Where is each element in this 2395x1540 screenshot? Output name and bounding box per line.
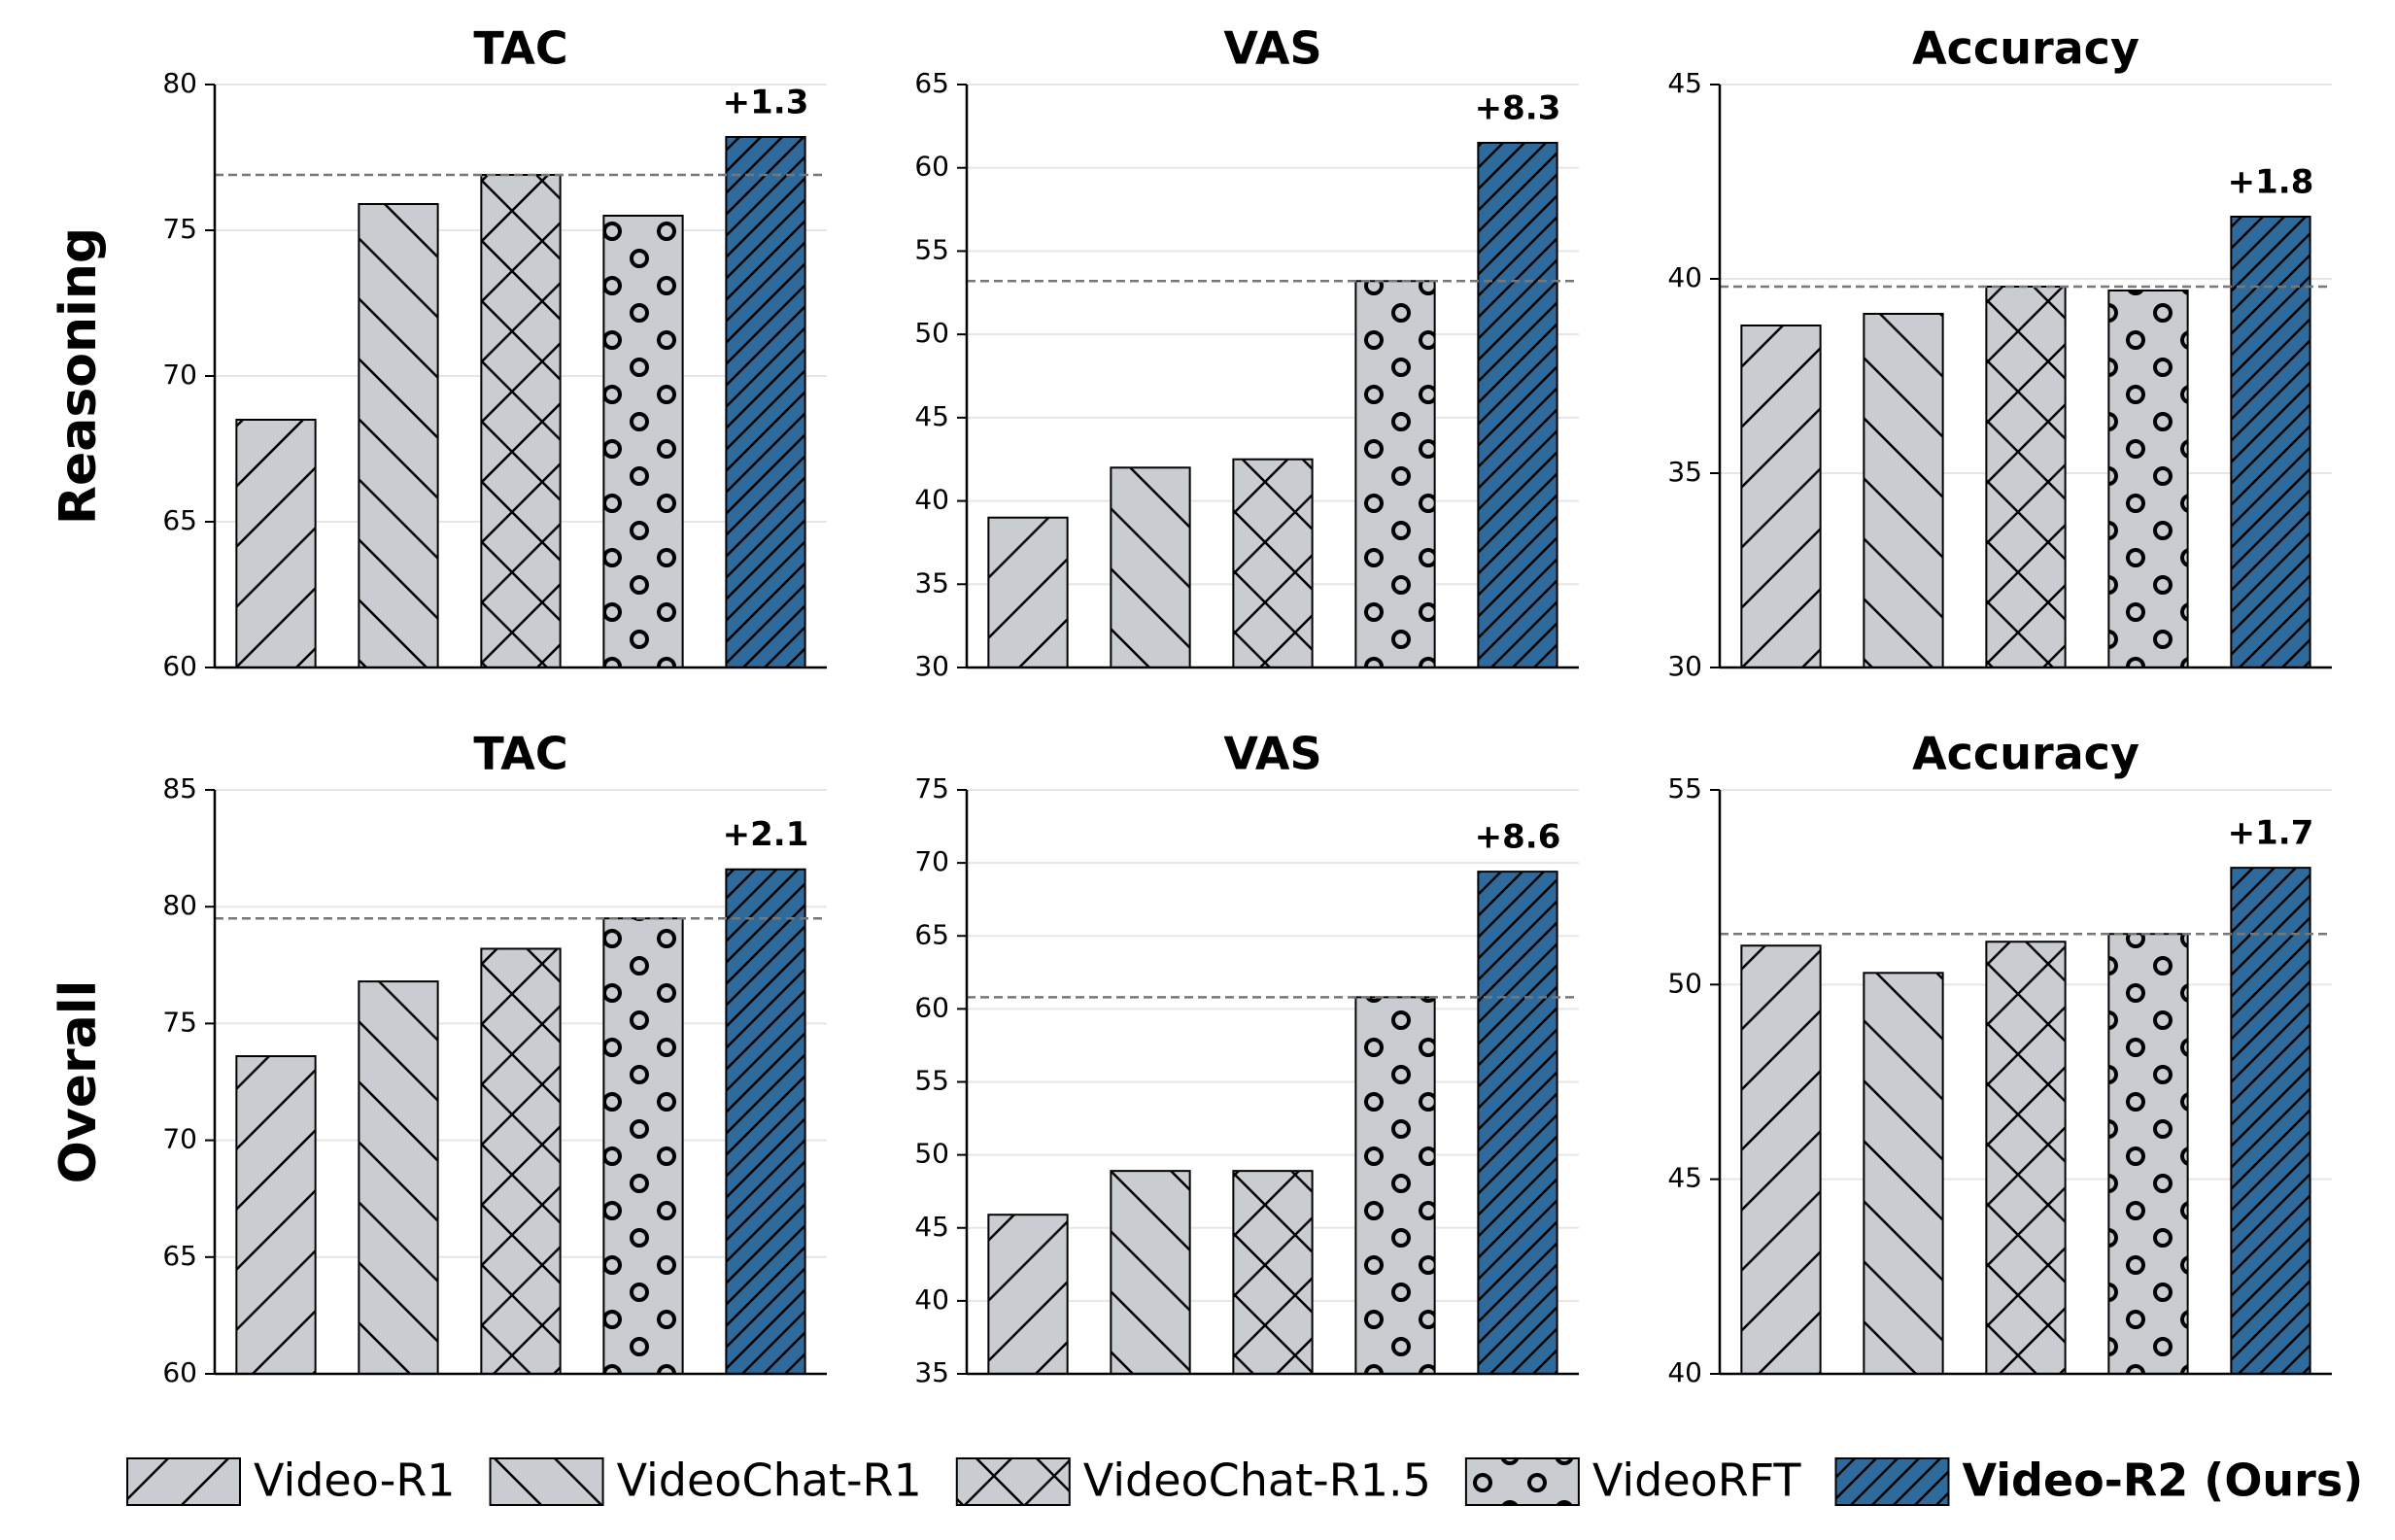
bar — [987, 516, 1069, 669]
bar — [480, 947, 562, 1375]
y-tick-label: 65 — [914, 918, 949, 950]
y-tick-label: 50 — [914, 1138, 949, 1170]
bar — [602, 215, 684, 668]
legend-label: VideoRFT — [1592, 1454, 1801, 1507]
annotation: +1.7 — [2228, 814, 2314, 853]
y-tick-label: 35 — [914, 566, 949, 599]
subplot-title: VAS — [1223, 22, 1321, 75]
annotation: +1.8 — [2228, 163, 2314, 202]
bar — [1354, 996, 1436, 1375]
y-tick-label: 30 — [1667, 650, 1702, 682]
bar — [1354, 280, 1436, 668]
y-tick-label: 75 — [162, 213, 197, 245]
y-tick-label: 70 — [162, 359, 197, 391]
bar — [1985, 941, 2067, 1375]
y-tick-label: 55 — [914, 1065, 949, 1097]
y-tick-label: 45 — [914, 1211, 949, 1243]
bar — [1863, 972, 1944, 1376]
y-tick-label: 35 — [914, 1356, 949, 1388]
bar — [2107, 290, 2189, 668]
bar — [725, 136, 806, 668]
bar — [480, 174, 562, 668]
y-tick-label: 45 — [1667, 67, 1702, 99]
y-tick-label: 60 — [162, 1356, 197, 1388]
y-tick-label: 35 — [1667, 456, 1702, 488]
y-tick-label: 55 — [914, 233, 949, 265]
bar — [725, 868, 806, 1375]
bar — [1232, 458, 1314, 669]
bar — [1110, 1170, 1191, 1375]
legend-swatch — [126, 1457, 241, 1506]
y-tick-label: 75 — [162, 1006, 197, 1038]
subplot-title: TAC — [473, 728, 567, 780]
bar — [1477, 871, 1558, 1375]
subplot-title: TAC — [473, 22, 567, 75]
legend-swatch — [1464, 1457, 1580, 1506]
y-tick-label: 70 — [914, 845, 949, 877]
y-tick-label: 50 — [914, 317, 949, 349]
bar — [1740, 944, 1822, 1375]
annotation: +1.3 — [723, 84, 809, 122]
subplot-title: Accuracy — [1912, 22, 2139, 75]
y-tick-label: 65 — [914, 67, 949, 99]
bar — [235, 1055, 317, 1376]
y-tick-label: 85 — [162, 772, 197, 804]
bar — [235, 419, 317, 668]
legend-swatch — [489, 1457, 604, 1506]
annotation: +8.6 — [1475, 818, 1561, 857]
legend-label: VideoChat-R1.5 — [1083, 1454, 1431, 1507]
y-tick-label: 65 — [162, 504, 197, 536]
y-tick-label: 80 — [162, 889, 197, 921]
y-tick-label: 40 — [914, 1283, 949, 1316]
row-label: Overall — [50, 980, 108, 1184]
bar — [2230, 216, 2311, 668]
y-tick-label: 60 — [914, 151, 949, 183]
y-tick-label: 50 — [1667, 967, 1702, 999]
legend-label: Video-R1 — [254, 1454, 456, 1507]
y-tick-label: 30 — [914, 650, 949, 682]
annotation: +8.3 — [1475, 89, 1561, 128]
y-tick-label: 70 — [162, 1123, 197, 1155]
legend-label: Video-R2 (Ours) — [1962, 1454, 2363, 1507]
bar — [1232, 1170, 1314, 1375]
row-label: Reasoning — [50, 227, 108, 525]
y-tick-label: 40 — [914, 484, 949, 516]
bar — [1985, 286, 2067, 668]
y-tick-label: 80 — [162, 67, 197, 99]
subplot-title: VAS — [1223, 728, 1321, 780]
y-tick-label: 55 — [1667, 772, 1702, 804]
y-tick-label: 40 — [1667, 261, 1702, 293]
bar — [1863, 313, 1944, 668]
legend-swatch — [1834, 1457, 1950, 1506]
bar — [2230, 867, 2311, 1375]
bar — [1110, 466, 1191, 668]
bar — [602, 917, 684, 1375]
legend-swatch — [955, 1457, 1071, 1506]
y-tick-label: 45 — [1667, 1162, 1702, 1194]
subplot-title: Accuracy — [1912, 728, 2139, 780]
bar — [2107, 933, 2189, 1375]
legend-label: VideoChat-R1 — [617, 1454, 922, 1507]
y-tick-label: 75 — [914, 772, 949, 804]
bar — [987, 1214, 1069, 1376]
y-tick-label: 60 — [914, 991, 949, 1023]
y-tick-label: 60 — [162, 650, 197, 682]
y-tick-label: 65 — [162, 1240, 197, 1272]
y-tick-label: 40 — [1667, 1356, 1702, 1388]
annotation: +2.1 — [723, 815, 809, 854]
bar — [358, 980, 439, 1375]
bar — [1740, 325, 1822, 668]
bar — [1477, 142, 1558, 668]
bar — [358, 203, 439, 668]
y-tick-label: 45 — [914, 400, 949, 432]
